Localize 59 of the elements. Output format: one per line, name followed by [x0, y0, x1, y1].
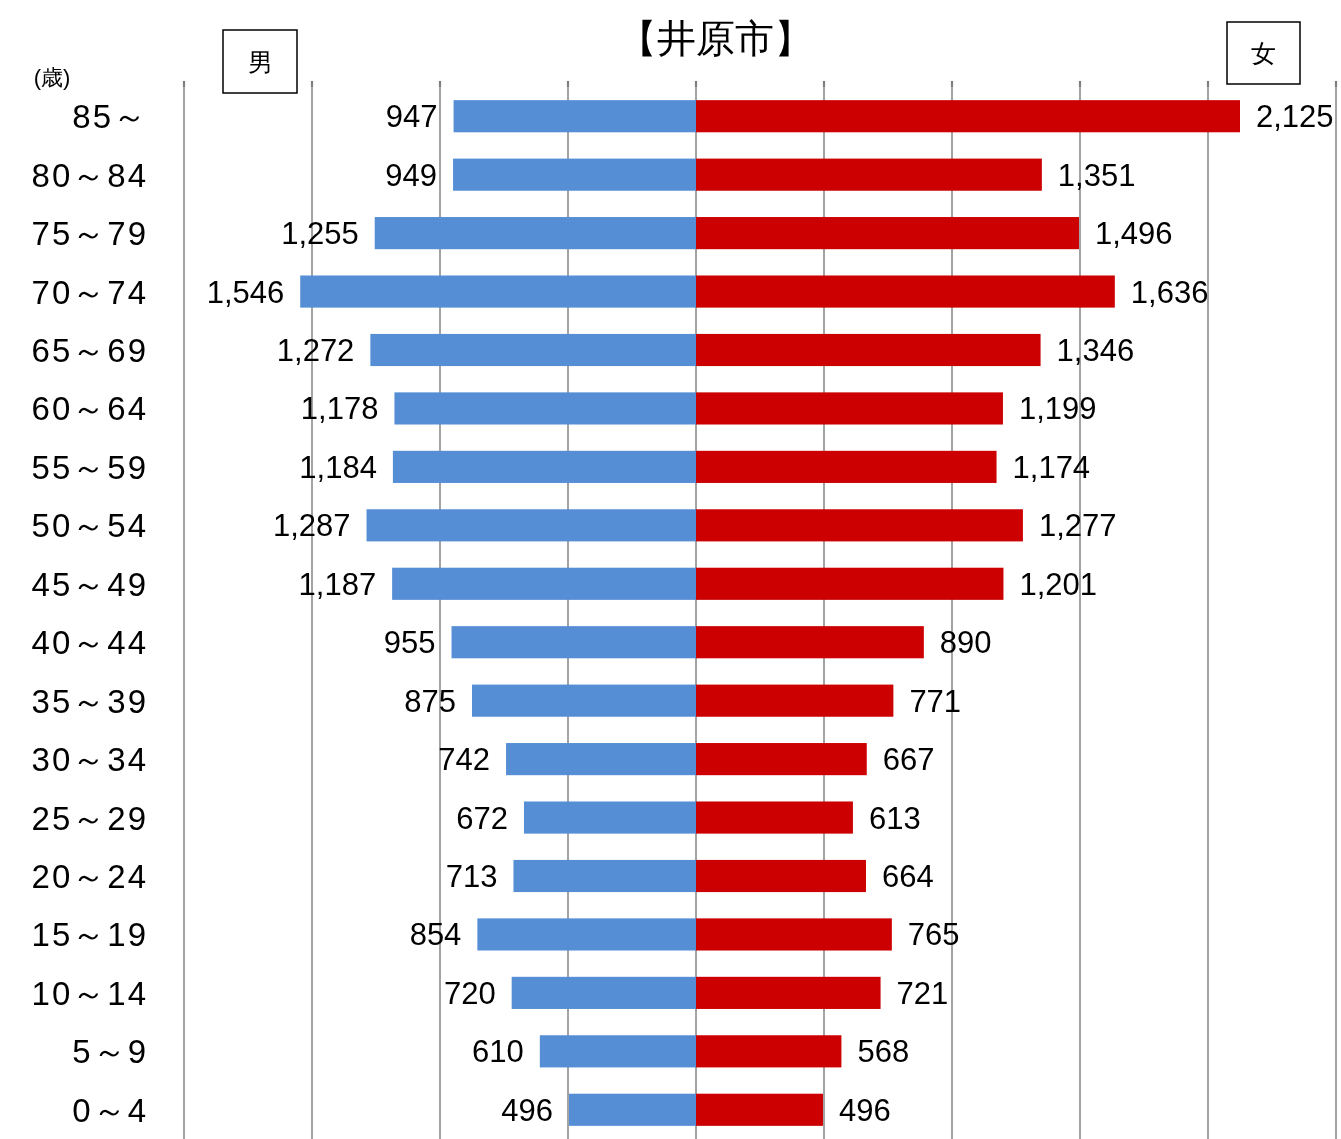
data-label: 1,174 [1012, 449, 1091, 485]
y-tick-label: 30～34 [31, 741, 148, 779]
y-tick-label: 65～69 [31, 332, 148, 369]
data-label: 890 [939, 625, 992, 661]
y-tick-label: 20～24 [31, 858, 148, 895]
data-label: 1,546 [206, 274, 285, 310]
data-label: 1,636 [1130, 274, 1209, 310]
series-name: 男 [222, 29, 298, 94]
data-label: 1,346 [1056, 333, 1135, 368]
data-label: 742 [438, 742, 491, 778]
data-label: 1,287 [272, 508, 351, 544]
data-label: 854 [409, 917, 462, 953]
data-label: 1,277 [1038, 508, 1117, 544]
data-label: 955 [383, 625, 436, 661]
y-tick-label: 60～64 [31, 390, 148, 428]
data-label: 1,199 [1018, 391, 1097, 427]
y-tick-label: 0～4 [72, 1091, 148, 1129]
data-label: 947 [385, 99, 438, 135]
y-tick-label: 55～59 [31, 448, 148, 486]
data-label: 765 [907, 917, 960, 953]
y-tick-label: 70～74 [31, 273, 148, 311]
data-label: 2,125 [1256, 99, 1334, 135]
data-label: 1,496 [1095, 216, 1173, 252]
data-label: 667 [882, 742, 935, 778]
series-label: 女 [1251, 39, 1276, 67]
data-label: 613 [868, 800, 921, 836]
y-tick-label: 10～14 [31, 974, 148, 1012]
data-label: 1,272 [276, 333, 355, 368]
data-label: 1,201 [1019, 566, 1098, 602]
ylabel: (歳) [33, 65, 71, 90]
y-tick-label: 50～54 [31, 507, 148, 545]
data-label: 672 [456, 800, 508, 836]
y-tick-label: 15～19 [31, 916, 148, 954]
y-tick-label: 85～ [72, 98, 148, 136]
y-tick-label: 75～79 [31, 215, 148, 253]
y-tick-label: 80～84 [31, 156, 148, 194]
data-label: 496 [501, 1092, 553, 1128]
title: 【井原市】 [617, 17, 813, 60]
data-label: 568 [857, 1034, 910, 1070]
data-label: 721 [896, 975, 949, 1011]
data-label: 1,187 [298, 566, 377, 602]
data-label: 610 [472, 1034, 524, 1070]
y-tick-label: 35～39 [31, 682, 148, 720]
y-tick-label: 25～29 [31, 799, 148, 837]
y-tick-label: 5～9 [72, 1033, 148, 1071]
data-label: 875 [404, 683, 456, 719]
data-label: 1,351 [1057, 157, 1136, 193]
series-name: 女 [1226, 21, 1301, 85]
data-label: 664 [882, 859, 934, 894]
y-tick-label: 45～49 [31, 565, 148, 603]
data-label: 1,178 [300, 391, 379, 427]
data-label: 496 [839, 1092, 891, 1128]
data-label: 771 [909, 683, 962, 719]
y-tick-label: 40～44 [31, 624, 148, 662]
data-label: 720 [443, 975, 496, 1011]
data-label: 1,184 [299, 449, 377, 485]
data-label: 949 [385, 157, 438, 193]
data-label: 713 [445, 859, 498, 894]
data-label: 1,255 [281, 216, 359, 252]
